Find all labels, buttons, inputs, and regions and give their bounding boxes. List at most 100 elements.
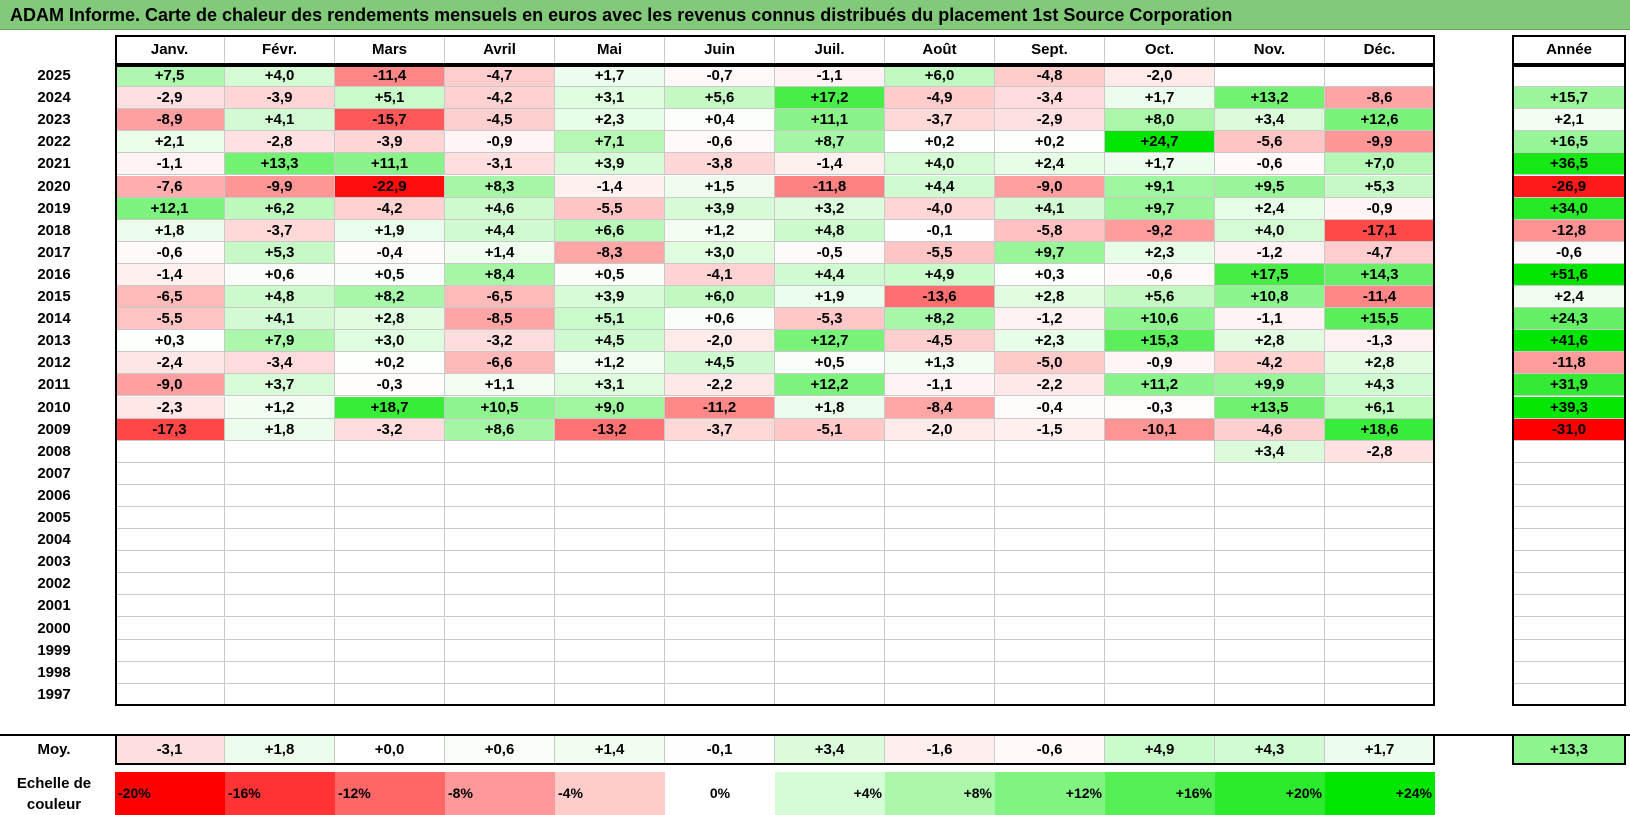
scale-swatch: -20% [115, 772, 225, 815]
heatmap-cell: -6,6 [445, 352, 555, 375]
heatmap-cell [335, 595, 445, 618]
heatmap-cell [885, 573, 995, 596]
heatmap-cell: -4,7 [1325, 241, 1435, 264]
heatmap-cell: -4,0 [885, 197, 995, 220]
heatmap-cell [445, 440, 555, 463]
average-cell: +1,4 [555, 736, 665, 763]
heatmap-cell [995, 462, 1105, 485]
heatmap-cell [665, 529, 775, 552]
heatmap-cell: +1,8 [115, 219, 225, 242]
heatmap-cell: -0,9 [445, 131, 555, 154]
column-header: Oct. [1105, 35, 1215, 65]
heatmap-cell [995, 440, 1105, 463]
heatmap-cell: +18,7 [335, 396, 445, 419]
heatmap-cell: -5,5 [555, 197, 665, 220]
scale-swatch-label: -20% [118, 785, 151, 801]
heatmap-cell [335, 639, 445, 662]
heatmap-cell [335, 683, 445, 706]
heatmap-cell: -5,5 [115, 308, 225, 331]
scale-swatch: 0% [665, 772, 775, 815]
heatmap-cell: +1,5 [665, 175, 775, 198]
scale-swatch: +16% [1105, 772, 1215, 815]
row-year-label: 2004 [37, 531, 71, 549]
heatmap-cell [885, 595, 995, 618]
scale-swatch: +12% [995, 772, 1105, 815]
heatmap-cell: +0,5 [775, 352, 885, 375]
heatmap-cell: +4,3 [1325, 374, 1435, 397]
heatmap-cell: +10,6 [1105, 308, 1215, 331]
heatmap-cell [1325, 595, 1435, 618]
average-cell: -3,1 [115, 736, 225, 763]
heatmap-cell: +4,8 [775, 219, 885, 242]
heatmap-cell [665, 462, 775, 485]
heatmap-cell: -0,4 [995, 396, 1105, 419]
scale-swatch-label: 0% [709, 785, 731, 801]
heatmap-cell: +12,6 [1325, 109, 1435, 132]
heatmap-cell: +8,3 [445, 175, 555, 198]
heatmap-cell [225, 595, 335, 618]
row-year-label: 2002 [37, 575, 71, 593]
heatmap-cell: -3,9 [335, 131, 445, 154]
heatmap-cell: +13,2 [1215, 87, 1325, 110]
heatmap-cell [1105, 573, 1215, 596]
heatmap-cell: -0,1 [885, 219, 995, 242]
heatmap-cell: -4,2 [445, 87, 555, 110]
average-cell: -1,6 [885, 736, 995, 763]
heatmap-cell [995, 595, 1105, 618]
heatmap-cell: +2,8 [1215, 330, 1325, 353]
heatmap-cell: +1,8 [775, 396, 885, 419]
heatmap-cell: -4,9 [885, 87, 995, 110]
heatmap-cell: -3,7 [885, 109, 995, 132]
average-cell: +1,7 [1325, 736, 1435, 763]
heatmap-cell [1105, 484, 1215, 507]
heatmap-cell [995, 617, 1105, 640]
heatmap-cell: -2,9 [995, 109, 1105, 132]
heatmap-cell: -1,1 [885, 374, 995, 397]
heatmap-cell [555, 507, 665, 530]
average-cell: +4,9 [1105, 736, 1215, 763]
heatmap-cell [1325, 617, 1435, 640]
annual-cell: +16,5 [1514, 131, 1624, 154]
annual-cell: -0,6 [1514, 241, 1624, 264]
heatmap-cell: -0,7 [665, 65, 775, 88]
heatmap-cell: +4,0 [885, 153, 995, 176]
column-header: Mars [335, 35, 445, 65]
annual-cell: -11,8 [1514, 352, 1624, 375]
heatmap-cell: -2,2 [995, 374, 1105, 397]
scale-swatch: +20% [1215, 772, 1325, 815]
heatmap-cell: +0,6 [665, 308, 775, 331]
heatmap-cell [335, 440, 445, 463]
row-year-label: 1997 [37, 685, 71, 703]
heatmap-cell [885, 507, 995, 530]
average-cell: -0,6 [995, 736, 1105, 763]
annual-cell: -12,8 [1514, 219, 1624, 242]
heatmap-cell: -4,5 [885, 330, 995, 353]
heatmap-cell: +0,5 [335, 263, 445, 286]
average-annual-cell: +13,3 [1514, 736, 1624, 763]
heatmap-cell [555, 639, 665, 662]
heatmap-cell [665, 573, 775, 596]
heatmap-cell: +8,2 [885, 308, 995, 331]
heatmap-cell: +11,1 [335, 153, 445, 176]
heatmap-cell: -8,4 [885, 396, 995, 419]
heatmap-cell: -3,2 [445, 330, 555, 353]
annual-cell [1514, 484, 1624, 507]
heatmap-cell: +2,3 [1105, 241, 1215, 264]
heatmap-cell [225, 529, 335, 552]
row-year-label: 2014 [37, 310, 71, 328]
heatmap-cell: -2,0 [885, 418, 995, 441]
heatmap-cell [1105, 507, 1215, 530]
heatmap-cell [1215, 639, 1325, 662]
heatmap-cell: +9,0 [555, 396, 665, 419]
heatmap-cell [1325, 573, 1435, 596]
heatmap-cell [335, 507, 445, 530]
heatmap-cell: +4,8 [225, 286, 335, 309]
heatmap-cell [115, 573, 225, 596]
heatmap-cell: +7,5 [115, 65, 225, 88]
heatmap-cell [1105, 683, 1215, 706]
column-header: Avril [445, 35, 555, 65]
average-cell: -0,1 [665, 736, 775, 763]
heatmap-cell: +5,3 [1325, 175, 1435, 198]
column-header: Nov. [1215, 35, 1325, 65]
heatmap-cell [555, 484, 665, 507]
